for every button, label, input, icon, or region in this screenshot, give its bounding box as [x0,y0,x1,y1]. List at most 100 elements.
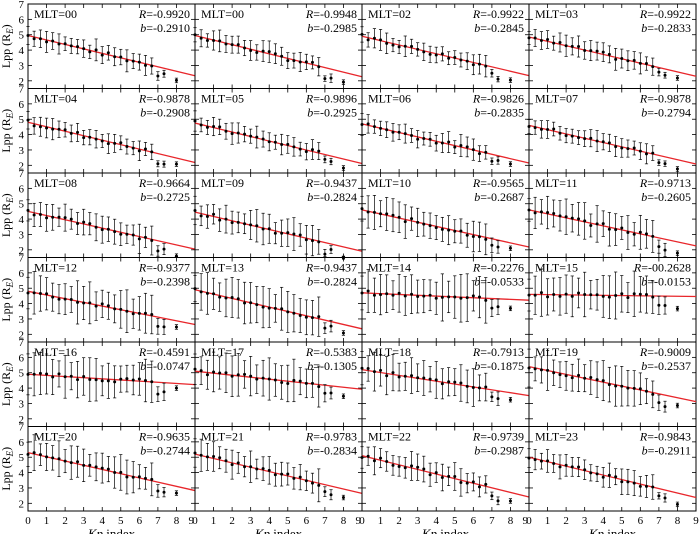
data-point [577,373,581,377]
data-point [546,38,550,42]
y-axis-title-main: Lpp (R [0,456,13,490]
data-point [69,297,73,301]
b-symbol: b [641,275,647,289]
b-value-text: b=-0.2845 [474,21,524,35]
data-point [410,134,414,138]
data-point [298,233,302,237]
data-point [150,150,154,154]
data-point [205,215,209,219]
y-tick-label: 7 [19,253,25,265]
b-value-text: b=-0.2987 [474,444,524,458]
y-axis-title-main: Lpp (R [0,287,13,321]
data-point [638,484,642,488]
y-axis-title-close: ) [0,362,13,366]
data-point [193,208,197,212]
data-point [119,232,123,236]
data-point [471,480,475,484]
data-point [632,292,636,296]
data-point [632,232,636,236]
b-value: =-0.2605 [647,190,691,204]
data-point [434,378,438,382]
data-point [663,304,667,308]
b-value-text: b=-0.2824 [307,275,357,289]
data-point [484,64,488,68]
data-point [564,215,568,219]
b-symbol: b [140,444,146,458]
data-point [280,54,284,58]
data-point [323,252,327,256]
b-value-text: b=-0.2605 [641,190,691,204]
data-point [638,292,642,296]
fit-line [528,209,697,247]
data-point [329,248,333,252]
data-point [595,49,599,53]
data-point [26,34,30,38]
r-symbol: R [305,345,314,359]
x-tick-label: 0 [526,515,532,527]
data-point [341,394,345,398]
mlt-label: MLT=07 [535,92,578,106]
data-point [310,148,314,152]
data-point [218,295,222,299]
data-point [539,127,543,131]
data-point [416,295,420,299]
data-point [465,145,469,149]
data-point [620,146,624,150]
data-point [447,56,451,60]
data-point [76,222,80,226]
data-point [267,140,271,144]
data-point [143,379,147,383]
data-point [663,162,667,166]
data-point [558,40,562,44]
r-symbol: R [138,345,147,359]
data-point [614,475,618,479]
data-point [644,389,648,393]
x-tick-label: 5 [619,515,625,527]
data-point [292,476,296,480]
data-point [150,239,154,243]
x-axis-title-kp: Kp [254,526,271,534]
data-point [143,147,147,151]
data-point [453,295,457,299]
data-point [558,294,562,298]
fit-line [194,211,363,252]
data-point [465,59,469,63]
data-point [490,71,494,75]
data-point [614,145,618,149]
data-point [459,381,463,385]
data-point [236,461,240,465]
data-point [391,371,395,375]
data-point [620,292,624,296]
data-point [595,222,599,226]
data-point [428,293,432,297]
data-point [106,304,110,308]
b-symbol: b [474,359,480,373]
data-point [230,295,234,299]
y-tick-label: 2 [19,498,25,510]
data-point [162,72,166,76]
x-tick-label: 3 [582,515,588,527]
y-tick-label: 5 [19,283,25,295]
data-point [76,130,80,134]
x-tick-label-boundary: 9 [189,515,195,527]
b-value-text: b=-0.2834 [307,444,357,458]
data-point [137,475,141,479]
y-axis-title-sub: E [5,112,15,119]
data-point [601,294,605,298]
data-point [372,293,376,297]
x-tick-label: 7 [155,515,161,527]
data-point [453,56,457,60]
data-point [106,51,110,55]
data-point [434,296,438,300]
data-point [143,476,147,480]
fit-line [361,123,530,164]
x-tick-label: 9 [693,515,699,527]
data-point [620,480,624,484]
data-point [564,463,568,467]
data-point [434,141,438,145]
data-point [663,248,667,252]
fit-line [528,293,697,298]
